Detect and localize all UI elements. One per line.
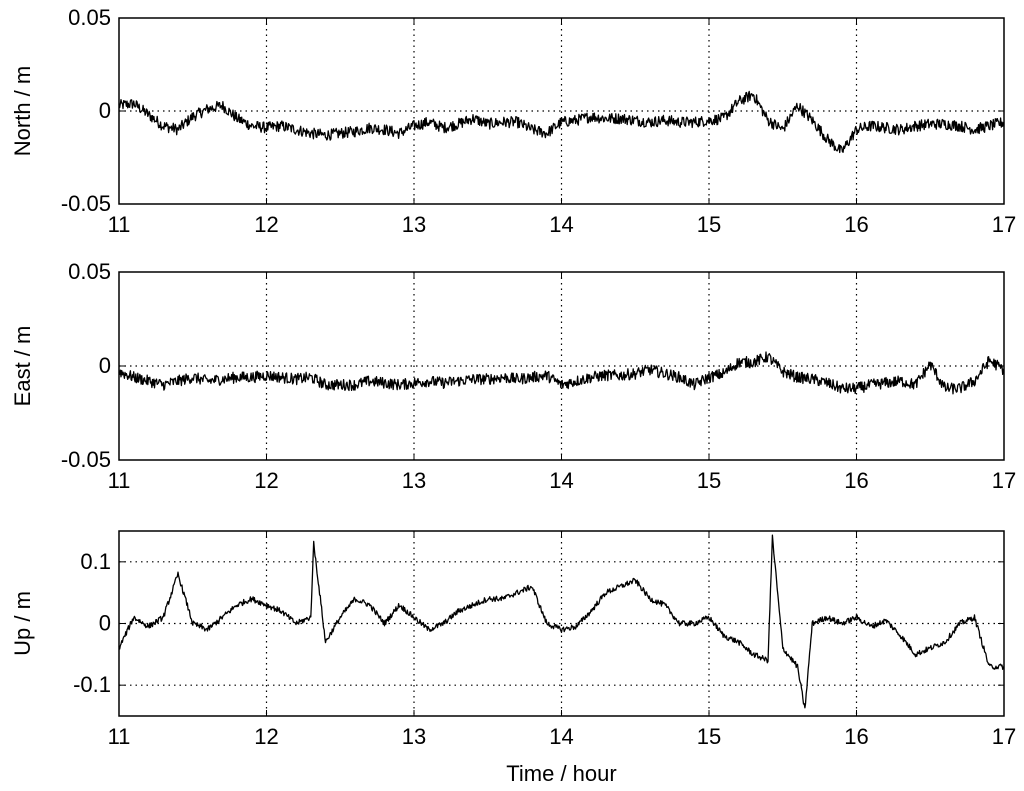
x-tick-label: 15 bbox=[697, 468, 721, 493]
y-axis-label: Up / m bbox=[10, 591, 35, 656]
x-tick-label: 11 bbox=[108, 468, 131, 493]
y-tick-label: -0.1 bbox=[73, 672, 111, 697]
x-tick-label: 16 bbox=[844, 468, 868, 493]
x-tick-label: 17 bbox=[992, 468, 1016, 493]
x-tick-label: 14 bbox=[549, 212, 573, 237]
y-tick-label: 0.05 bbox=[68, 5, 111, 30]
x-tick-label: 17 bbox=[992, 212, 1016, 237]
x-tick-label: 15 bbox=[697, 724, 721, 749]
y-tick-label: 0.1 bbox=[80, 549, 111, 574]
x-tick-label: 11 bbox=[108, 212, 131, 237]
series-line bbox=[118, 351, 1005, 395]
x-tick-label: 13 bbox=[402, 468, 426, 493]
x-tick-label: 12 bbox=[254, 724, 278, 749]
series-line bbox=[118, 90, 1005, 154]
y-tick-label: 0 bbox=[99, 353, 111, 378]
y-tick-label: -0.05 bbox=[61, 447, 111, 472]
series-line bbox=[118, 534, 1005, 709]
x-tick-label: 13 bbox=[402, 724, 426, 749]
x-tick-label: 12 bbox=[254, 212, 278, 237]
x-tick-label: 12 bbox=[254, 468, 278, 493]
x-tick-label: 17 bbox=[992, 724, 1016, 749]
x-tick-label: 16 bbox=[844, 724, 868, 749]
y-tick-label: -0.05 bbox=[61, 191, 111, 216]
y-axis-label: East / m bbox=[10, 326, 35, 407]
y-tick-label: 0 bbox=[99, 98, 111, 123]
x-tick-label: 14 bbox=[549, 724, 573, 749]
chart-panel-1: 11 12 13 14 15 16 17 -0.05 0 0.05 North / m bbox=[10, 5, 1016, 237]
x-tick-label: 11 bbox=[108, 724, 131, 749]
chart-panel-2: 11 12 13 14 15 16 17 -0.05 0 0.05 East / m bbox=[10, 259, 1016, 493]
y-axis-label: North / m bbox=[10, 66, 35, 156]
x-tick-label: 13 bbox=[402, 212, 426, 237]
x-tick-label: 15 bbox=[697, 212, 721, 237]
chart-panel-3: 11 12 13 14 15 16 17 0.1 0 -0.1 Up / m Time / hour bbox=[10, 530, 1016, 786]
y-tick-label: 0 bbox=[99, 611, 111, 636]
y-tick-label: 0.05 bbox=[68, 259, 111, 284]
x-tick-label: 16 bbox=[844, 212, 868, 237]
x-tick-label: 14 bbox=[549, 468, 573, 493]
x-axis-label: Time / hour bbox=[506, 761, 616, 786]
